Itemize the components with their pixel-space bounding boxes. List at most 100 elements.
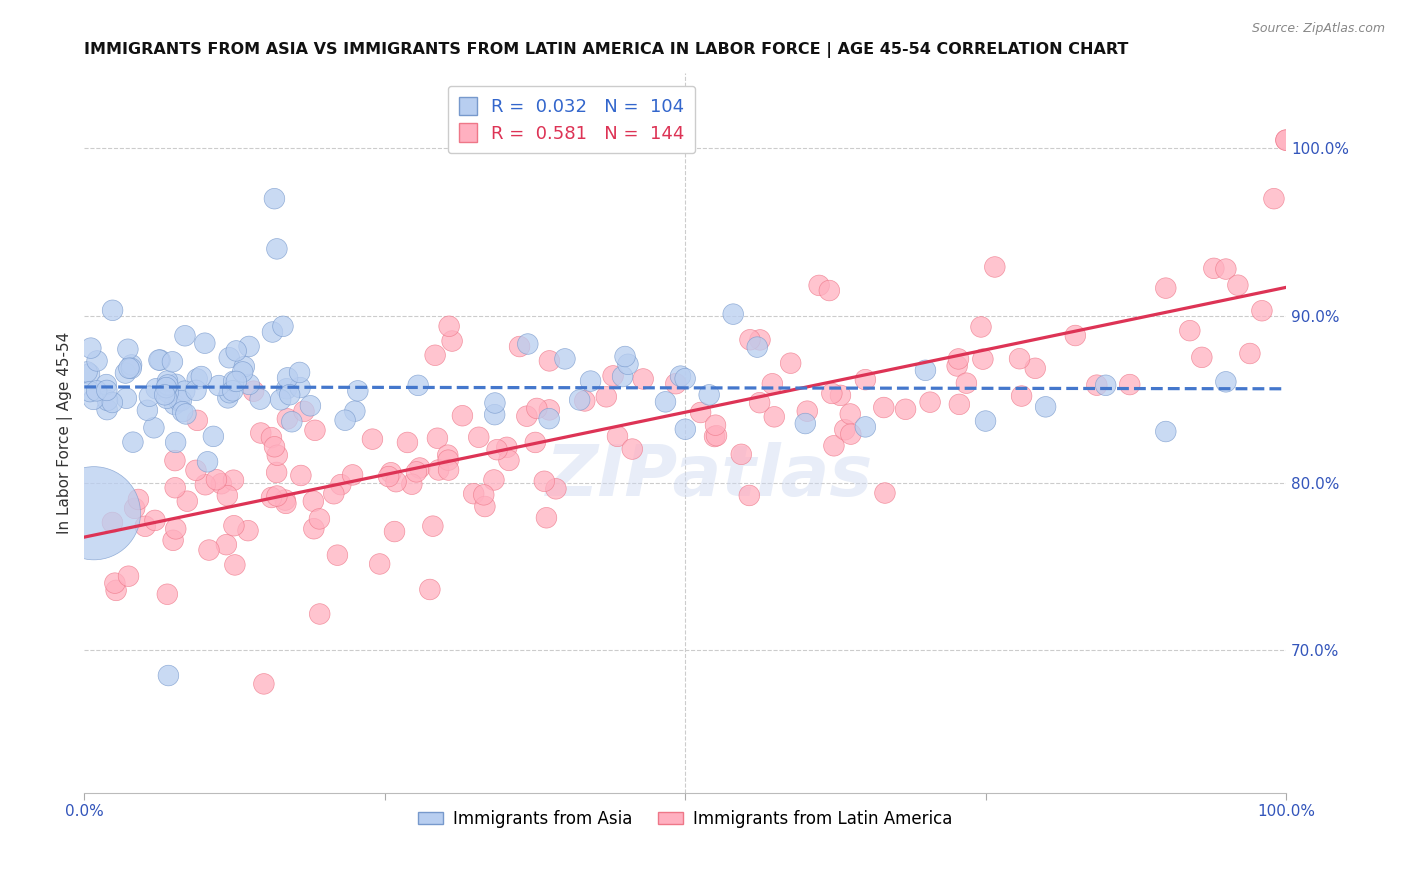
Point xyxy=(302,522,325,536)
Point xyxy=(602,368,624,383)
Point xyxy=(614,350,637,364)
Point xyxy=(205,473,228,487)
Point xyxy=(202,429,225,443)
Point xyxy=(233,359,256,374)
Point xyxy=(621,442,644,456)
Point xyxy=(322,487,344,501)
Point xyxy=(384,524,406,539)
Point xyxy=(190,369,212,384)
Point xyxy=(271,319,294,334)
Point xyxy=(955,376,977,391)
Point xyxy=(361,432,384,446)
Point xyxy=(1011,389,1033,403)
Point xyxy=(1024,361,1046,376)
Point xyxy=(167,393,190,408)
Point xyxy=(437,453,460,467)
Point xyxy=(222,473,245,487)
Point xyxy=(920,395,942,409)
Point xyxy=(79,367,101,381)
Point xyxy=(143,513,166,527)
Point xyxy=(236,524,259,538)
Point xyxy=(516,409,538,424)
Point xyxy=(162,355,184,369)
Point xyxy=(174,328,197,343)
Point xyxy=(595,390,617,404)
Point xyxy=(779,356,801,370)
Point xyxy=(155,381,177,395)
Point xyxy=(1178,324,1201,338)
Point xyxy=(405,465,427,479)
Point xyxy=(118,361,141,376)
Point xyxy=(232,365,254,379)
Point xyxy=(342,467,364,482)
Y-axis label: In Labor Force | Age 45-54: In Labor Force | Age 45-54 xyxy=(58,332,73,534)
Point xyxy=(194,477,217,491)
Point xyxy=(748,395,770,409)
Point xyxy=(276,382,298,396)
Point xyxy=(266,489,288,503)
Point xyxy=(794,417,817,431)
Point xyxy=(343,404,366,418)
Point xyxy=(873,486,896,500)
Point xyxy=(730,447,752,461)
Point xyxy=(122,435,145,450)
Point xyxy=(533,475,555,489)
Point xyxy=(526,401,548,416)
Point xyxy=(617,357,640,371)
Point xyxy=(385,475,408,489)
Point xyxy=(974,414,997,428)
Point xyxy=(80,341,103,355)
Point xyxy=(839,427,862,442)
Point xyxy=(218,385,240,400)
Point xyxy=(134,519,156,533)
Point xyxy=(176,494,198,508)
Point xyxy=(437,463,460,477)
Point xyxy=(761,376,783,391)
Point xyxy=(1191,351,1213,365)
Point xyxy=(419,582,441,597)
Point xyxy=(873,401,896,415)
Point xyxy=(396,435,419,450)
Point xyxy=(184,463,207,477)
Point xyxy=(281,415,304,429)
Text: ZIPatlas: ZIPatlas xyxy=(546,442,873,510)
Point xyxy=(409,461,432,475)
Point xyxy=(218,351,240,365)
Point xyxy=(184,384,207,398)
Point xyxy=(198,543,221,558)
Point xyxy=(333,413,356,427)
Point xyxy=(472,488,495,502)
Point xyxy=(138,389,160,403)
Point xyxy=(665,376,688,391)
Point xyxy=(1275,133,1298,147)
Point xyxy=(197,455,219,469)
Text: Source: ZipAtlas.com: Source: ZipAtlas.com xyxy=(1251,22,1385,36)
Point xyxy=(853,373,876,387)
Point xyxy=(253,677,276,691)
Point xyxy=(153,388,176,402)
Point xyxy=(224,558,246,572)
Point xyxy=(274,493,297,508)
Point xyxy=(486,442,509,457)
Point xyxy=(266,242,288,256)
Point xyxy=(796,404,818,418)
Point xyxy=(162,533,184,548)
Point xyxy=(606,429,628,443)
Point xyxy=(823,439,845,453)
Point xyxy=(839,407,862,421)
Point xyxy=(427,463,450,477)
Point xyxy=(721,307,744,321)
Point xyxy=(217,489,239,503)
Point xyxy=(377,469,399,483)
Point xyxy=(673,422,696,436)
Legend: Immigrants from Asia, Immigrants from Latin America: Immigrants from Asia, Immigrants from La… xyxy=(412,804,959,835)
Point xyxy=(554,351,576,366)
Point xyxy=(538,403,561,417)
Point xyxy=(853,420,876,434)
Point xyxy=(914,363,936,377)
Point xyxy=(148,353,170,368)
Point xyxy=(157,385,180,400)
Point xyxy=(165,522,187,536)
Point xyxy=(124,501,146,516)
Point xyxy=(406,378,429,392)
